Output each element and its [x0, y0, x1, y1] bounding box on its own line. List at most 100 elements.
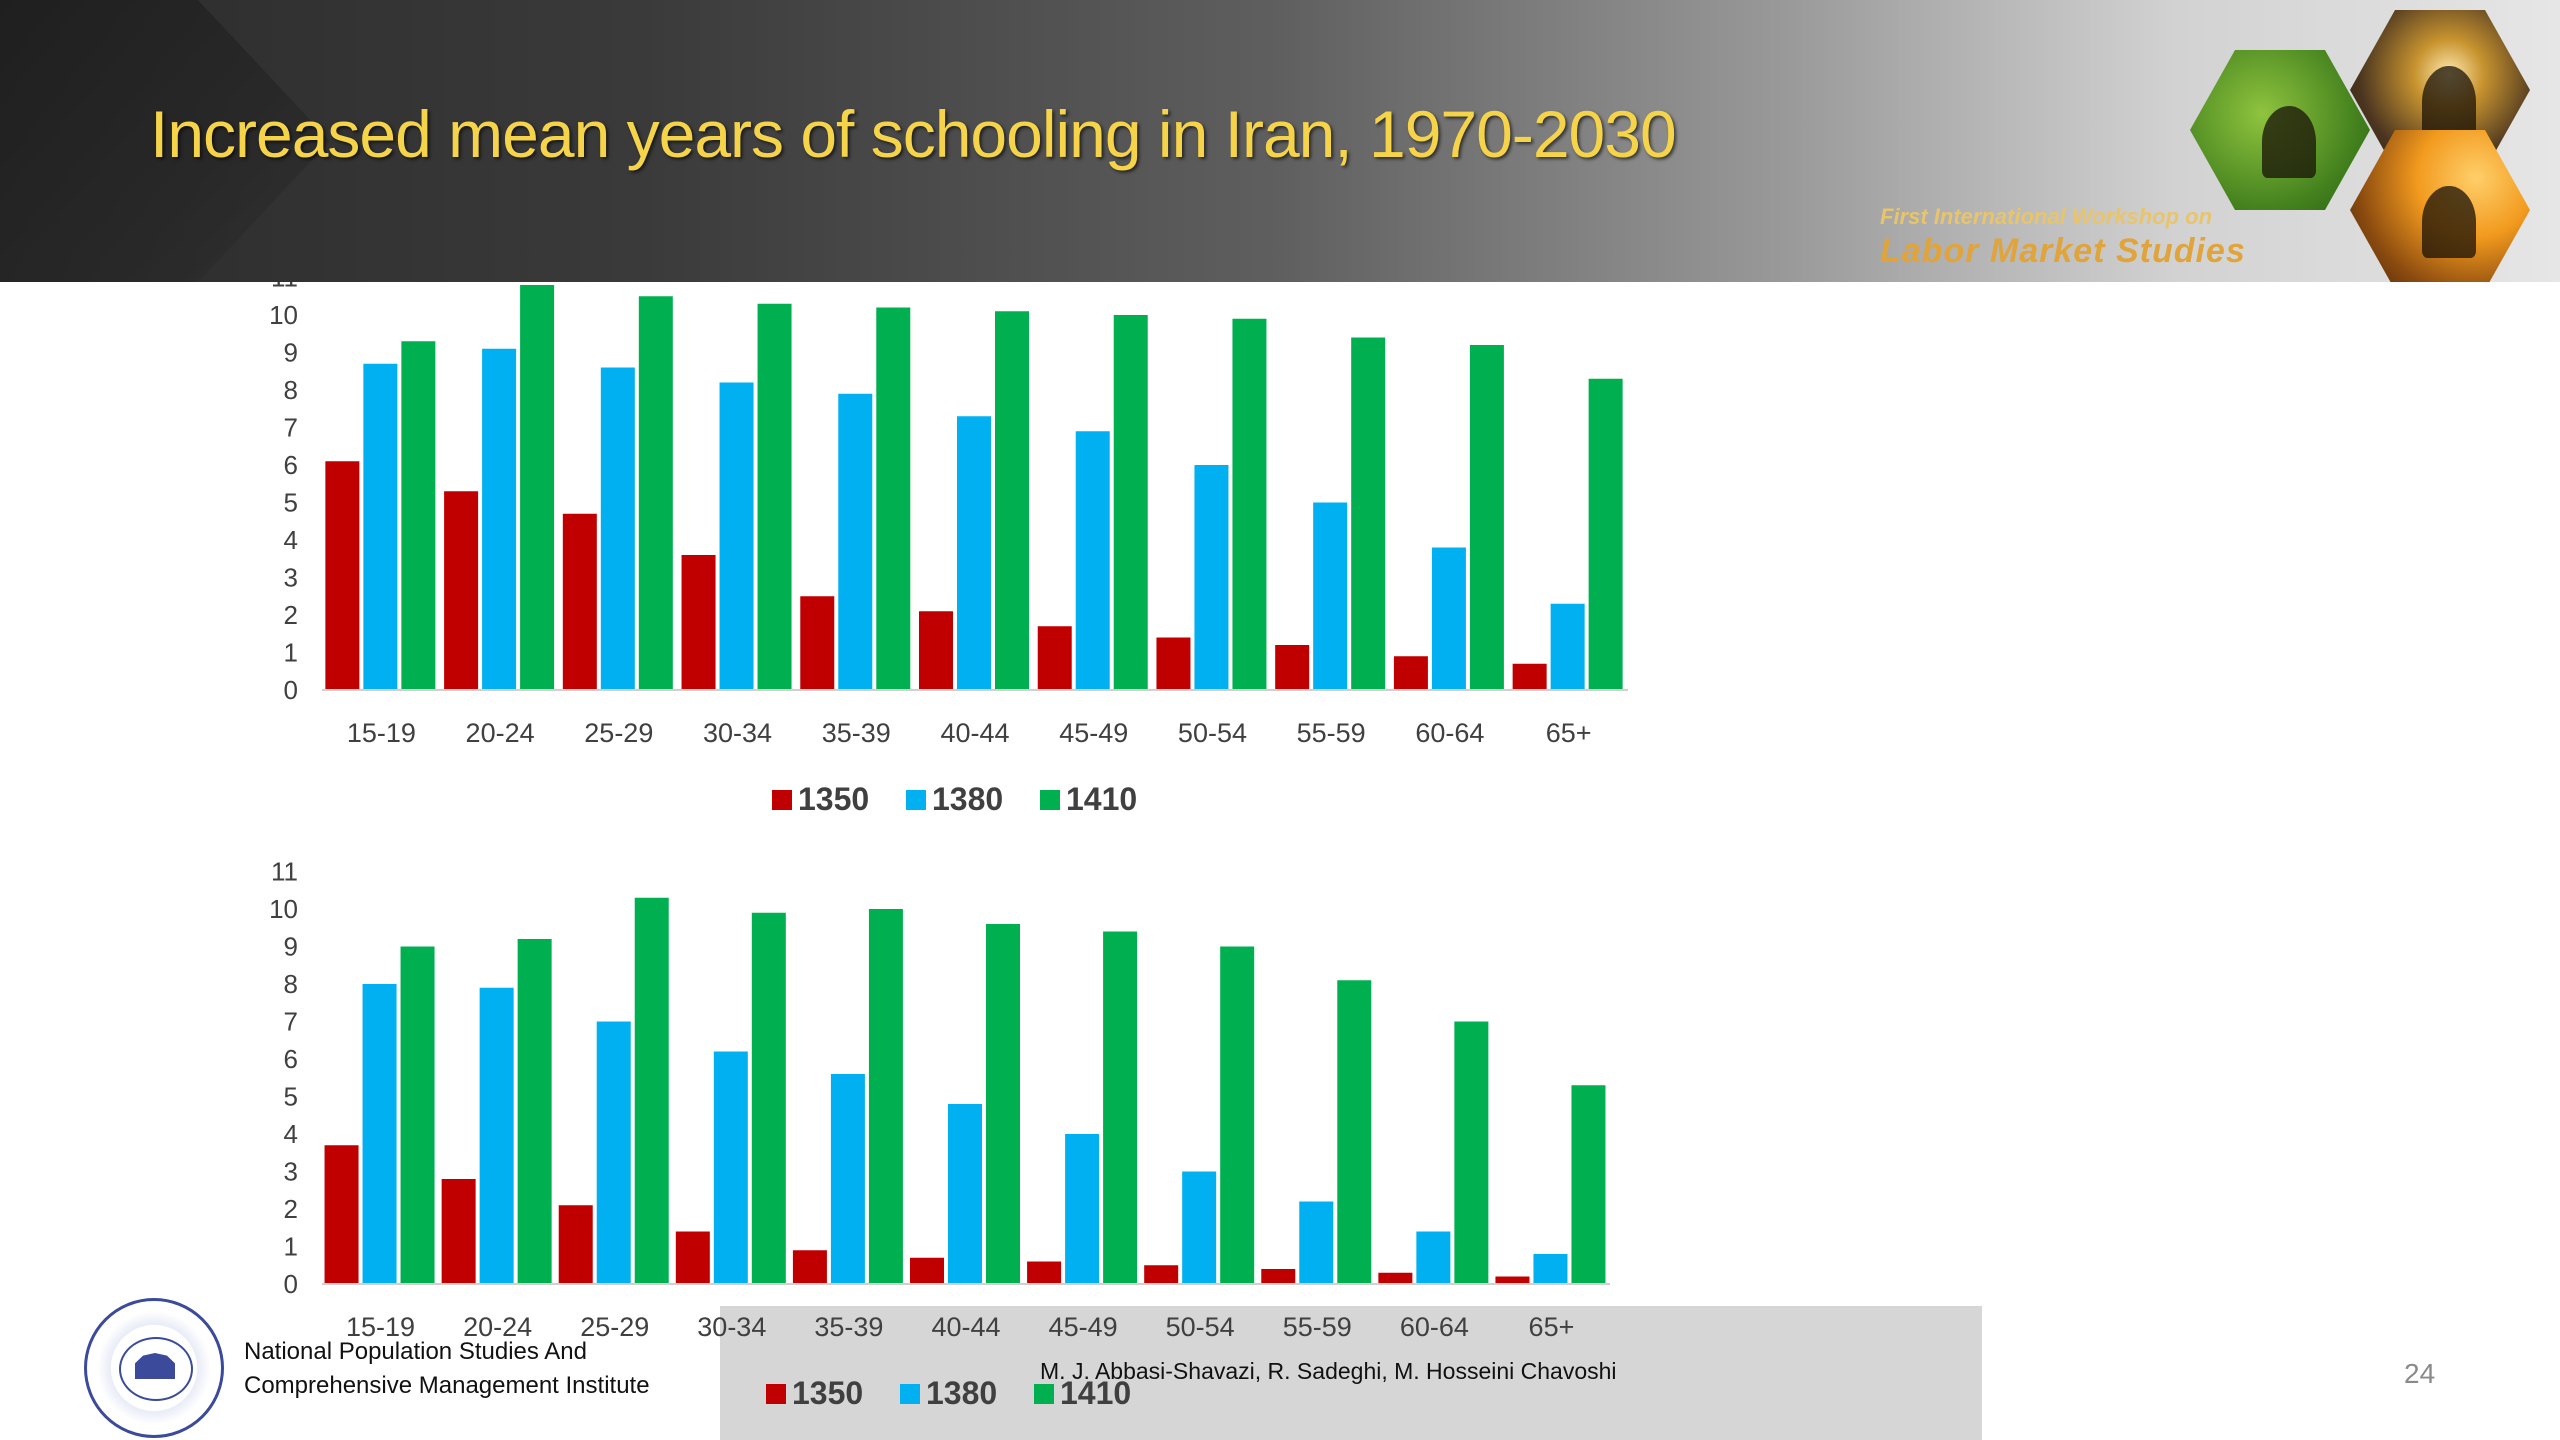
y-tick-label: 1	[284, 1232, 298, 1262]
bar-1380-50-54	[1182, 1171, 1217, 1284]
institute-line-1: National Population Studies And	[244, 1338, 587, 1365]
bar-1410-60-64	[1454, 1021, 1489, 1284]
legend-label-1380: 1380	[932, 781, 1003, 817]
x-tick-label: 40-44	[931, 1312, 1000, 1342]
bar-1350-55-59	[1261, 1269, 1296, 1284]
bar-1410-40-44	[995, 311, 1029, 690]
bar-1410-40-44	[986, 924, 1020, 1284]
bar-1410-50-54	[1232, 318, 1267, 690]
bar-1380-20-24	[479, 987, 514, 1284]
bar-1410-25-29	[638, 296, 673, 690]
legend-label-1410: 1410	[1060, 1375, 1131, 1411]
authors: M. J. Abbasi-Shavazi, R. Sadeghi, M. Hos…	[1040, 1358, 1617, 1384]
bar-1380-55-59	[1313, 502, 1348, 690]
legend-label-1350: 1350	[798, 781, 869, 817]
bar-1410-15-19	[401, 341, 436, 690]
bar-1350-40-44	[919, 611, 953, 690]
bar-1350-55-59	[1275, 645, 1310, 690]
bar-1380-15-19	[362, 984, 397, 1284]
y-tick-label: 0	[284, 675, 298, 705]
x-tick-label: 30-34	[697, 1312, 766, 1342]
bar-1350-60-64	[1378, 1272, 1413, 1284]
y-tick-label: 10	[269, 300, 298, 330]
bar-1380-65+	[1533, 1254, 1568, 1284]
bar-1380-45-49	[1075, 431, 1110, 690]
institute-line-2: Comprehensive Management Institute	[244, 1372, 650, 1399]
bar-1410-60-64	[1469, 345, 1504, 690]
x-tick-label: 60-64	[1400, 1312, 1469, 1342]
y-tick-label: 2	[284, 600, 298, 630]
y-tick-label: 9	[284, 932, 298, 962]
bar-1410-55-59	[1351, 337, 1386, 690]
y-tick-label: 5	[284, 1082, 298, 1112]
y-tick-label: 6	[284, 450, 298, 480]
y-tick-label: 6	[284, 1044, 298, 1074]
bar-1380-35-39	[830, 1074, 865, 1284]
y-tick-label: 2	[284, 1194, 298, 1224]
legend-label-1380: 1380	[926, 1375, 997, 1411]
bar-1350-30-34	[675, 1231, 710, 1284]
workshop-logo-text: First International Workshop on Labor Ma…	[1880, 204, 2320, 271]
bar-1410-20-24	[517, 939, 552, 1284]
y-tick-label: 1	[284, 638, 298, 668]
x-tick-label: 45-49	[1059, 718, 1128, 748]
bar-1410-65+	[1588, 378, 1623, 690]
bar-1350-45-49	[1037, 626, 1072, 690]
x-tick-label: 40-44	[940, 718, 1009, 748]
y-tick-label: 3	[284, 563, 298, 593]
bar-1380-30-34	[719, 382, 754, 690]
page-number: 24	[2404, 1358, 2436, 1389]
x-tick-label: 20-24	[463, 1312, 532, 1342]
bar-1380-15-19	[363, 363, 398, 690]
bar-1350-15-19	[325, 461, 360, 690]
bar-1350-30-34	[681, 555, 716, 690]
bar-1350-65+	[1495, 1276, 1530, 1284]
legend-swatch-1410	[1034, 1384, 1054, 1404]
institute-name: National Population Studies And Comprehe…	[244, 1335, 650, 1403]
x-tick-label: 15-19	[346, 1312, 415, 1342]
workshop-line-1: First International Workshop on	[1880, 204, 2213, 229]
bar-1410-20-24	[520, 285, 555, 690]
bar-1380-30-34	[713, 1051, 748, 1284]
bar-1410-45-49	[1113, 315, 1148, 690]
x-tick-label: 55-59	[1283, 1312, 1352, 1342]
legend-swatch-1410	[1040, 790, 1060, 810]
bar-1350-35-39	[800, 596, 835, 690]
bar-1380-60-64	[1431, 547, 1466, 690]
x-tick-label: 45-49	[1049, 1312, 1118, 1342]
x-tick-label: 50-54	[1178, 718, 1247, 748]
bar-1380-50-54	[1194, 465, 1229, 690]
bar-1350-35-39	[792, 1250, 827, 1284]
bar-1410-45-49	[1103, 931, 1138, 1284]
bar-1410-35-39	[868, 909, 903, 1284]
y-tick-label: 4	[284, 1119, 298, 1149]
bar-1350-45-49	[1027, 1261, 1062, 1284]
bar-1350-25-29	[558, 1205, 593, 1284]
bar-1350-15-19	[324, 1145, 359, 1284]
bar-1410-55-59	[1337, 980, 1372, 1284]
x-tick-label: 35-39	[814, 1312, 883, 1342]
y-tick-label: 3	[284, 1157, 298, 1187]
legend-swatch-1380	[900, 1384, 920, 1404]
x-tick-label: 50-54	[1166, 1312, 1235, 1342]
bar-1350-25-29	[562, 513, 597, 690]
bar-1410-35-39	[876, 307, 911, 690]
bar-1410-15-19	[400, 946, 435, 1284]
institute-logo	[84, 1298, 224, 1438]
bar-1380-40-44	[948, 1104, 982, 1284]
bar-1380-40-44	[957, 416, 991, 690]
bar-1380-60-64	[1416, 1231, 1451, 1284]
legend-swatch-1350	[766, 1384, 786, 1404]
bar-1380-55-59	[1299, 1201, 1334, 1284]
y-tick-label: 10	[269, 894, 298, 924]
bar-1350-20-24	[441, 1179, 476, 1284]
bar-1410-25-29	[634, 897, 669, 1284]
bar-1350-65+	[1512, 663, 1547, 690]
footer-band	[720, 1306, 1982, 1440]
bar-1380-65+	[1550, 603, 1585, 690]
legend-label-1410: 1410	[1066, 781, 1137, 817]
bar-1380-45-49	[1065, 1134, 1100, 1284]
x-tick-label: 30-34	[703, 718, 772, 748]
